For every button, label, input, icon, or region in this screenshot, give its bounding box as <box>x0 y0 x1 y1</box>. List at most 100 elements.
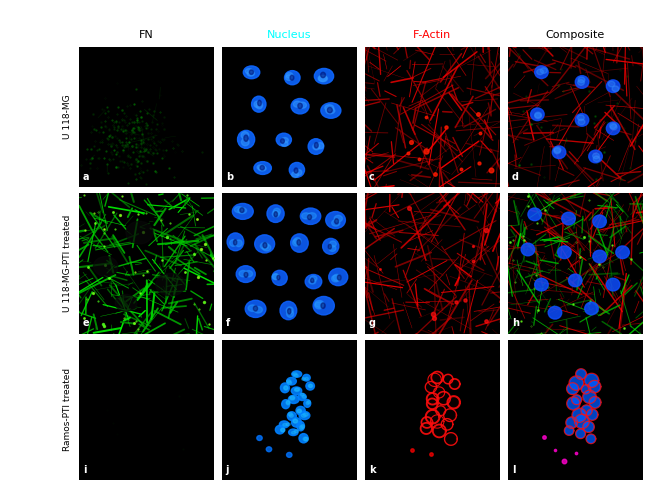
Ellipse shape <box>263 243 267 248</box>
Ellipse shape <box>589 381 601 392</box>
Ellipse shape <box>302 414 306 417</box>
Ellipse shape <box>241 132 249 139</box>
Ellipse shape <box>590 397 601 407</box>
Ellipse shape <box>332 275 339 282</box>
Ellipse shape <box>291 99 309 114</box>
Ellipse shape <box>552 146 566 159</box>
Ellipse shape <box>297 421 304 431</box>
Ellipse shape <box>286 401 290 405</box>
Ellipse shape <box>276 426 285 434</box>
Ellipse shape <box>257 436 262 441</box>
Ellipse shape <box>535 66 548 79</box>
Ellipse shape <box>302 213 310 219</box>
Ellipse shape <box>308 139 324 154</box>
Ellipse shape <box>281 139 285 143</box>
Text: c: c <box>369 172 374 182</box>
Ellipse shape <box>444 375 452 383</box>
Text: FN: FN <box>139 30 153 40</box>
Ellipse shape <box>428 400 437 408</box>
Ellipse shape <box>585 302 598 315</box>
Ellipse shape <box>616 246 629 259</box>
Ellipse shape <box>325 104 334 111</box>
Ellipse shape <box>244 135 248 142</box>
Ellipse shape <box>280 421 289 428</box>
Ellipse shape <box>241 139 249 146</box>
Ellipse shape <box>273 208 281 215</box>
Ellipse shape <box>578 77 585 82</box>
Ellipse shape <box>610 123 616 128</box>
Ellipse shape <box>570 377 583 389</box>
Ellipse shape <box>582 406 592 415</box>
Ellipse shape <box>535 112 541 118</box>
Ellipse shape <box>322 238 339 254</box>
Ellipse shape <box>272 274 279 280</box>
Ellipse shape <box>261 243 268 249</box>
Ellipse shape <box>446 434 456 444</box>
Ellipse shape <box>299 411 310 420</box>
Ellipse shape <box>115 294 136 311</box>
Ellipse shape <box>290 397 294 400</box>
Ellipse shape <box>309 279 316 284</box>
Ellipse shape <box>334 215 343 222</box>
Ellipse shape <box>576 369 586 379</box>
Ellipse shape <box>298 103 302 108</box>
Ellipse shape <box>300 208 320 224</box>
Ellipse shape <box>250 70 254 74</box>
Ellipse shape <box>299 433 308 443</box>
Ellipse shape <box>302 395 306 398</box>
Ellipse shape <box>540 68 547 73</box>
Ellipse shape <box>260 165 265 170</box>
Text: f: f <box>226 318 230 328</box>
Ellipse shape <box>333 274 341 281</box>
Ellipse shape <box>281 428 285 432</box>
Ellipse shape <box>593 153 599 159</box>
Ellipse shape <box>286 307 293 314</box>
Ellipse shape <box>292 371 302 377</box>
Ellipse shape <box>304 400 311 407</box>
Ellipse shape <box>422 424 431 433</box>
Ellipse shape <box>313 296 334 315</box>
Ellipse shape <box>126 222 153 244</box>
Ellipse shape <box>450 380 459 388</box>
Ellipse shape <box>586 434 595 443</box>
Ellipse shape <box>285 71 300 85</box>
Ellipse shape <box>292 172 298 178</box>
Ellipse shape <box>306 402 309 405</box>
Ellipse shape <box>294 430 298 432</box>
Ellipse shape <box>434 426 445 436</box>
Ellipse shape <box>562 212 575 225</box>
Ellipse shape <box>308 384 312 387</box>
Text: F-Actin: F-Actin <box>413 30 451 40</box>
Ellipse shape <box>315 142 318 148</box>
Ellipse shape <box>432 373 442 382</box>
Ellipse shape <box>318 75 327 81</box>
Ellipse shape <box>293 101 302 107</box>
Ellipse shape <box>315 302 324 309</box>
Ellipse shape <box>317 142 324 149</box>
Ellipse shape <box>294 374 298 377</box>
Ellipse shape <box>306 274 322 289</box>
Ellipse shape <box>437 407 445 414</box>
Ellipse shape <box>326 108 335 114</box>
Text: k: k <box>369 465 375 474</box>
Text: j: j <box>226 465 229 474</box>
Ellipse shape <box>245 300 266 318</box>
Ellipse shape <box>537 69 543 75</box>
Ellipse shape <box>240 208 244 212</box>
Ellipse shape <box>297 409 302 412</box>
Ellipse shape <box>311 278 314 283</box>
Ellipse shape <box>578 119 585 125</box>
Text: d: d <box>512 172 519 182</box>
Ellipse shape <box>608 81 615 87</box>
Ellipse shape <box>305 377 308 380</box>
Ellipse shape <box>572 395 581 404</box>
Ellipse shape <box>606 122 620 135</box>
Text: Nucleus: Nucleus <box>267 30 311 40</box>
Ellipse shape <box>445 410 455 420</box>
Ellipse shape <box>283 424 287 427</box>
Ellipse shape <box>280 383 289 393</box>
Ellipse shape <box>294 238 301 244</box>
Ellipse shape <box>329 245 336 251</box>
Ellipse shape <box>429 375 440 385</box>
Ellipse shape <box>287 452 292 457</box>
